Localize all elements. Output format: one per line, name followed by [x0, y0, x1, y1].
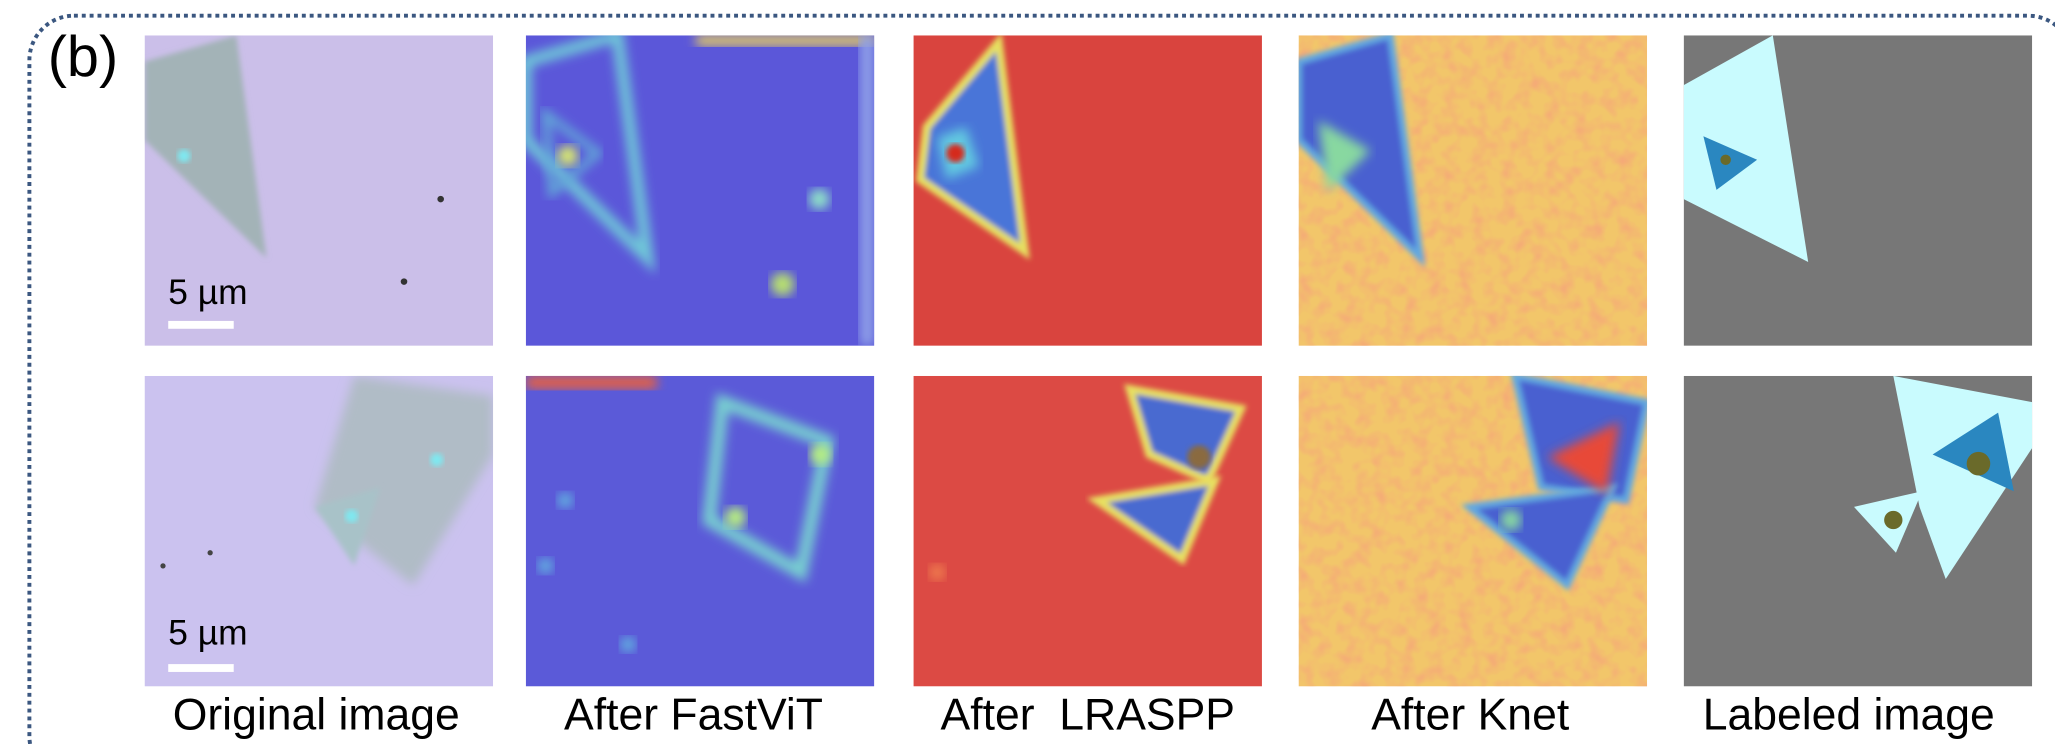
column-caption: After LRASPP — [941, 691, 1235, 740]
column-caption: Original image — [173, 691, 460, 740]
fastvit-map-1 — [526, 35, 874, 345]
scale-bar-label: 5 µm — [168, 613, 247, 652]
column-caption: After FastViT — [564, 691, 823, 740]
scale-bar-label: 5 µm — [168, 273, 247, 312]
panel-label: (b) — [48, 25, 118, 89]
labeled-image-2 — [1684, 376, 2032, 686]
fastvit-map-2 — [526, 376, 874, 686]
labeled-image-1 — [1684, 35, 2032, 345]
figure-panel: (b) 5 µm — [0, 0, 2055, 744]
lraspp-map-2 — [914, 376, 1262, 686]
knet-map-2 — [1299, 376, 1647, 686]
page: {"panel_label": "(b)", "scale_bars": ["5… — [0, 0, 2055, 744]
lraspp-map-1 — [914, 35, 1262, 345]
column-caption: Labeled image — [1703, 691, 1995, 740]
column-caption: After Knet — [1371, 691, 1570, 740]
knet-map-1 — [1299, 35, 1647, 345]
